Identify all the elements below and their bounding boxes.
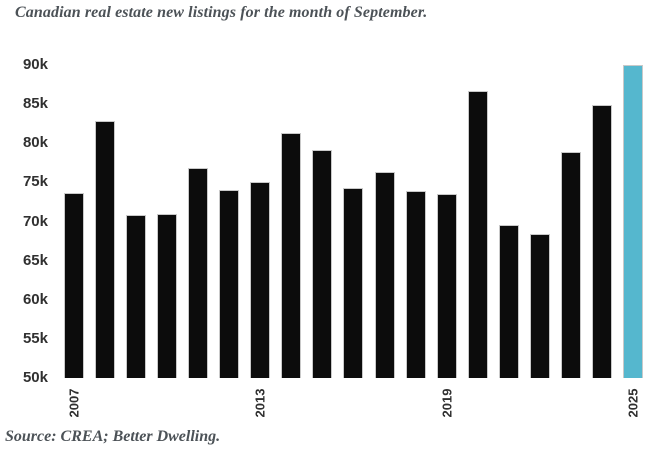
y-tick-label-50k: 50k [22,369,48,386]
y-tick-label-75k: 75k [22,173,48,191]
bar-2018 [405,190,426,378]
source-note: Source: CREA; Better Dwelling. [5,428,221,445]
x-tick-label-2025: 2025 [625,388,641,418]
bar-2013 [250,182,271,378]
y-tick-label-65k: 65k [22,251,48,269]
bar-2008 [95,120,116,378]
x-tick-label-2007: 2007 [66,388,82,418]
bar-2024 [591,104,612,378]
x-tick-label-2019: 2019 [439,388,455,418]
y-tick-label-80k: 80k [22,134,48,152]
bar-2021 [498,225,519,378]
y-tick-label-60k: 60k [22,290,48,308]
bar-2020 [467,90,488,378]
bar-2022 [529,234,550,378]
bar-2015 [312,150,333,378]
y-tick-label-55k: 55k [22,329,48,347]
bar-2009 [126,215,147,378]
bar-2017 [374,172,395,378]
chart-title: Canadian real estate new listings for th… [15,4,428,21]
bar-2014 [281,133,302,378]
bar-2016 [343,187,364,378]
bar-2023 [560,151,581,378]
bar-2011 [188,168,209,378]
y-tick-label-90k: 90k [22,56,48,73]
y-tick-label-85k: 85k [22,95,48,113]
y-tick-label-70k: 70k [22,212,48,230]
bar-2019 [436,194,457,378]
x-tick-label-2013: 2013 [252,388,268,418]
bar-2012 [219,190,240,378]
bar-2007 [64,192,84,378]
bar-2010 [157,213,178,378]
bar-2025 [622,65,643,378]
